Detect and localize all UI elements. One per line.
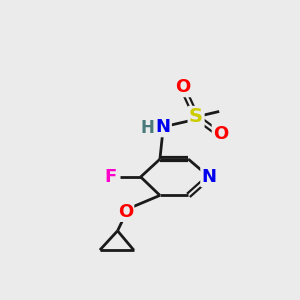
Text: O: O	[213, 125, 228, 143]
Text: F: F	[104, 168, 117, 186]
Text: O: O	[118, 202, 133, 220]
Text: N: N	[155, 118, 170, 136]
Text: O: O	[176, 78, 190, 96]
Text: H: H	[141, 119, 154, 137]
Text: S: S	[189, 107, 203, 126]
Text: N: N	[202, 168, 217, 186]
